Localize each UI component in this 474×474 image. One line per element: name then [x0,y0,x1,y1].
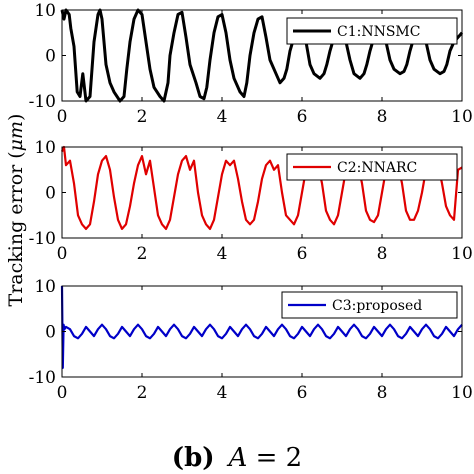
x-tick-label: 6 [297,107,308,127]
series-line-1 [60,8,464,103]
legend-label: C2:NNARC [337,160,417,176]
y-tick-label: -10 [29,229,56,249]
x-tick-label: 8 [377,244,388,264]
x-tick-label: 2 [137,383,148,403]
x-tick-label: 8 [377,383,388,403]
legend: C1:NNSMC [286,17,458,45]
y-axis-label: Tracking error (μm) [5,114,27,307]
y-tick-label: -10 [29,368,56,388]
x-tick-label: 2 [137,244,148,264]
legend: C2:NNARC [286,153,458,181]
figure-caption: (b) A = 2 [172,443,302,473]
y-tick-label: 10 [34,277,56,297]
x-tick-label: 4 [217,107,228,127]
x-tick-label: 0 [57,107,68,127]
x-tick-label: 0 [57,383,68,403]
y-tick-label: -10 [29,92,56,112]
series-line-1 [60,285,463,369]
x-tick-label: 6 [297,244,308,264]
x-tick-label: 10 [451,383,473,403]
x-tick-label: 2 [137,107,148,127]
y-tick-label: 0 [45,47,56,67]
legend: C3:proposed [281,291,458,319]
y-tick-label: 10 [34,1,56,21]
x-tick-label: 6 [297,383,308,403]
x-tick-label: 0 [57,244,68,264]
x-tick-label: 10 [451,107,473,127]
legend-label: C3:proposed [332,298,422,314]
y-tick-label: 0 [45,184,56,204]
legend-label: C1:NNSMC [337,24,420,40]
x-tick-label: 10 [451,244,473,264]
x-tick-label: 4 [217,244,228,264]
y-tick-label: 10 [34,138,56,158]
y-tick-label: 0 [45,323,56,343]
x-tick-label: 8 [377,107,388,127]
x-tick-label: 4 [217,383,228,403]
